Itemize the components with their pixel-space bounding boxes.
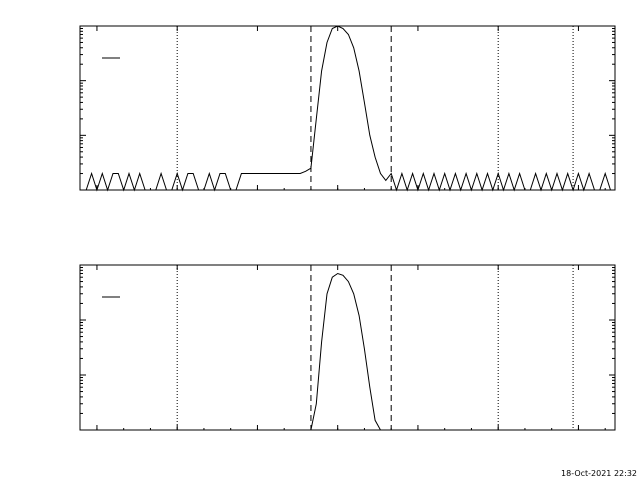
- plot-frame: [79, 264, 616, 431]
- panel-hi: [79, 264, 616, 431]
- panel-lo: [79, 25, 616, 192]
- plot-frame: [79, 25, 616, 191]
- footer-timestamp: 18-Oct-2021 22:32: [561, 469, 637, 478]
- series-line: [310, 272, 386, 431]
- series-line: [80, 25, 611, 192]
